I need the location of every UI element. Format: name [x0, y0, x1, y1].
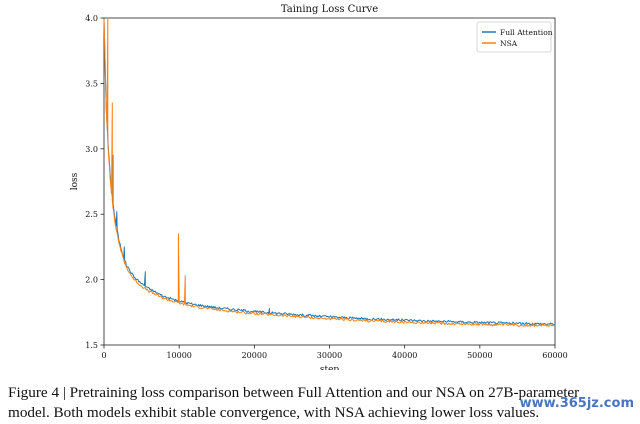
- figure-caption: Figure 4 | Pretraining loss comparison b…: [8, 383, 633, 423]
- x-tick-label: 20000: [242, 351, 267, 360]
- plot-frame: [103, 17, 556, 346]
- chart-container: Taining Loss Curve 0 10000 20000 30000 40000…: [70, 4, 568, 375]
- y-tick-label: 2.5: [85, 210, 98, 219]
- series-line-full-attention: [103, 18, 556, 326]
- axes: 0 10000 20000 30000 40000 50000 60000 1.5 2.0 2.5…: [85, 14, 567, 360]
- x-tick-label: 50000: [467, 351, 492, 360]
- x-axis-label: step: [320, 365, 340, 370]
- x-tick-label: 40000: [392, 351, 417, 360]
- series-line-nsa: [103, 17, 556, 327]
- y-axis-label: loss: [70, 172, 80, 190]
- x-tick-label: 60000: [542, 351, 567, 360]
- legend-box: [476, 21, 552, 53]
- legend: Full Attention NSA: [476, 21, 553, 53]
- y-tick-label: 2.0: [85, 276, 98, 285]
- chart-title: Taining Loss Curve: [281, 4, 378, 15]
- y-tick-label: 1.5: [85, 341, 98, 350]
- legend-label: NSA: [500, 39, 518, 48]
- watermark: www.365jz.com: [519, 396, 634, 411]
- caption-line-1: Figure 4 | Pretraining loss comparison b…: [8, 384, 580, 401]
- legend-label: Full Attention: [500, 28, 553, 37]
- y-tick-label: 3.5: [85, 79, 98, 88]
- x-tick-label: 30000: [317, 351, 342, 360]
- x-tick-label: 10000: [166, 351, 191, 360]
- caption-line-2: model. Both models exhibit stable conver…: [8, 404, 540, 421]
- x-tick-label: 0: [101, 351, 106, 360]
- series-layer: [103, 17, 556, 327]
- y-tick-label: 3.0: [85, 145, 98, 154]
- loss-chart: Taining Loss Curve 0 10000 20000 30000 40000…: [70, 4, 568, 375]
- y-tick-label: 4.0: [85, 14, 98, 23]
